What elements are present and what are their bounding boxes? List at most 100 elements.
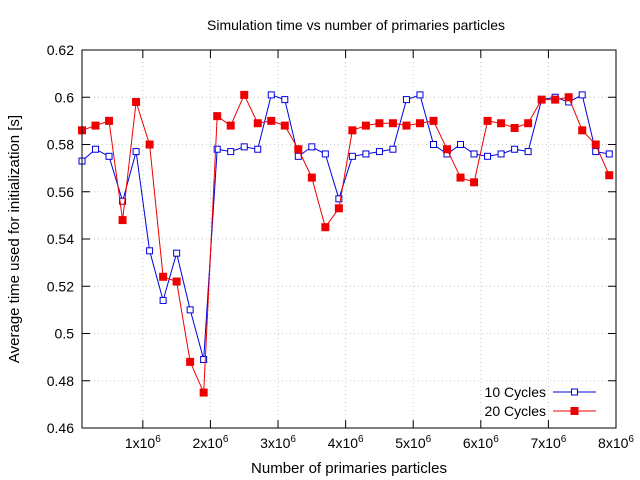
data-point bbox=[348, 152, 356, 160]
series-line bbox=[81, 93, 610, 393]
x-tick-exponent: 6 bbox=[493, 434, 499, 445]
data-point bbox=[307, 173, 316, 182]
data-point bbox=[375, 119, 384, 128]
data-point bbox=[280, 121, 289, 130]
data-point bbox=[281, 96, 289, 104]
y-tick-label: 0.52 bbox=[47, 278, 74, 294]
x-tick-base: 8x10 bbox=[598, 435, 629, 451]
x-tick-exponent: 6 bbox=[628, 434, 634, 445]
y-tick-label: 0.56 bbox=[47, 184, 74, 200]
data-point bbox=[186, 357, 195, 366]
data-point bbox=[416, 91, 424, 99]
data-point bbox=[510, 123, 519, 132]
legend-marker bbox=[571, 388, 578, 396]
data-point bbox=[456, 173, 465, 182]
series-1 bbox=[78, 91, 613, 363]
legend-entry: 20 Cycles bbox=[485, 403, 596, 419]
data-point bbox=[91, 121, 100, 130]
x-tick-base: 4x10 bbox=[328, 435, 359, 451]
x-tick-exponent: 6 bbox=[223, 434, 229, 445]
legend-marker bbox=[570, 407, 579, 415]
data-point bbox=[254, 145, 262, 153]
data-point bbox=[591, 140, 600, 149]
x-axis-label: Number of primaries particles bbox=[251, 460, 447, 477]
data-point bbox=[402, 96, 410, 104]
legend-label: 10 Cycles bbox=[485, 384, 546, 400]
legend-label: 20 Cycles bbox=[485, 403, 546, 419]
x-tick-label: 2x106 bbox=[192, 434, 228, 451]
data-point bbox=[362, 150, 370, 158]
data-point bbox=[308, 143, 316, 151]
data-point bbox=[402, 121, 411, 130]
y-tick-label: 0.46 bbox=[47, 420, 74, 436]
data-point bbox=[605, 150, 613, 158]
y-tick-label: 0.54 bbox=[47, 231, 74, 247]
series-line bbox=[81, 94, 610, 360]
x-tick-exponent: 6 bbox=[358, 434, 364, 445]
data-point bbox=[524, 119, 533, 128]
data-point bbox=[537, 95, 546, 104]
series-2 bbox=[78, 90, 614, 397]
data-point bbox=[321, 150, 329, 158]
data-point bbox=[172, 277, 181, 286]
data-point bbox=[159, 272, 168, 281]
data-point bbox=[497, 119, 506, 128]
data-point bbox=[551, 95, 560, 104]
data-point bbox=[105, 116, 114, 125]
data-point bbox=[348, 126, 357, 135]
data-point bbox=[470, 178, 479, 187]
data-point bbox=[132, 97, 141, 106]
data-point bbox=[334, 204, 343, 213]
data-point bbox=[483, 116, 492, 125]
series-layer bbox=[78, 90, 614, 397]
data-point bbox=[388, 119, 397, 128]
data-point bbox=[199, 388, 208, 397]
data-point bbox=[118, 216, 127, 225]
x-tick-base: 6x10 bbox=[463, 435, 494, 451]
x-tick-label: 5x106 bbox=[395, 434, 431, 451]
x-tick-base: 2x10 bbox=[192, 435, 223, 451]
data-point bbox=[361, 121, 370, 130]
data-point bbox=[484, 152, 492, 160]
data-point bbox=[578, 126, 587, 135]
y-tick-label: 0.5 bbox=[55, 326, 75, 342]
data-point bbox=[186, 306, 194, 314]
data-point bbox=[389, 145, 397, 153]
y-axis-label: Average time used for initialization [s] bbox=[6, 115, 23, 363]
data-point bbox=[226, 121, 235, 130]
data-point bbox=[105, 152, 113, 160]
data-point bbox=[429, 141, 437, 148]
data-point bbox=[294, 145, 303, 154]
x-tick-label: 1x106 bbox=[125, 434, 161, 451]
data-point bbox=[321, 223, 330, 232]
x-tick-label: 8x106 bbox=[598, 434, 634, 451]
x-tick-label: 6x106 bbox=[463, 434, 499, 451]
data-point bbox=[267, 91, 275, 99]
y-tick-label: 0.62 bbox=[47, 42, 74, 58]
x-tick-base: 1x10 bbox=[125, 435, 156, 451]
x-tick-exponent: 6 bbox=[561, 434, 567, 445]
data-point bbox=[429, 116, 438, 125]
data-point bbox=[145, 140, 154, 149]
data-point bbox=[443, 145, 452, 154]
data-point bbox=[240, 143, 248, 151]
data-point bbox=[132, 148, 140, 156]
data-point bbox=[605, 171, 614, 180]
data-point bbox=[173, 249, 181, 257]
x-tick-base: 3x10 bbox=[260, 435, 291, 451]
data-point bbox=[470, 150, 478, 158]
data-point bbox=[92, 145, 100, 153]
data-point bbox=[213, 112, 222, 121]
data-point bbox=[511, 145, 519, 153]
x-tick-exponent: 6 bbox=[155, 434, 161, 445]
legend: 10 Cycles 20 Cycles bbox=[485, 384, 596, 419]
x-tick-exponent: 6 bbox=[426, 434, 432, 445]
x-tick-label: 3x106 bbox=[260, 434, 296, 451]
x-tick-base: 7x10 bbox=[530, 435, 561, 451]
data-point bbox=[564, 93, 573, 102]
data-point bbox=[375, 148, 383, 156]
y-tick-label: 0.58 bbox=[47, 137, 74, 153]
data-point bbox=[524, 148, 532, 156]
